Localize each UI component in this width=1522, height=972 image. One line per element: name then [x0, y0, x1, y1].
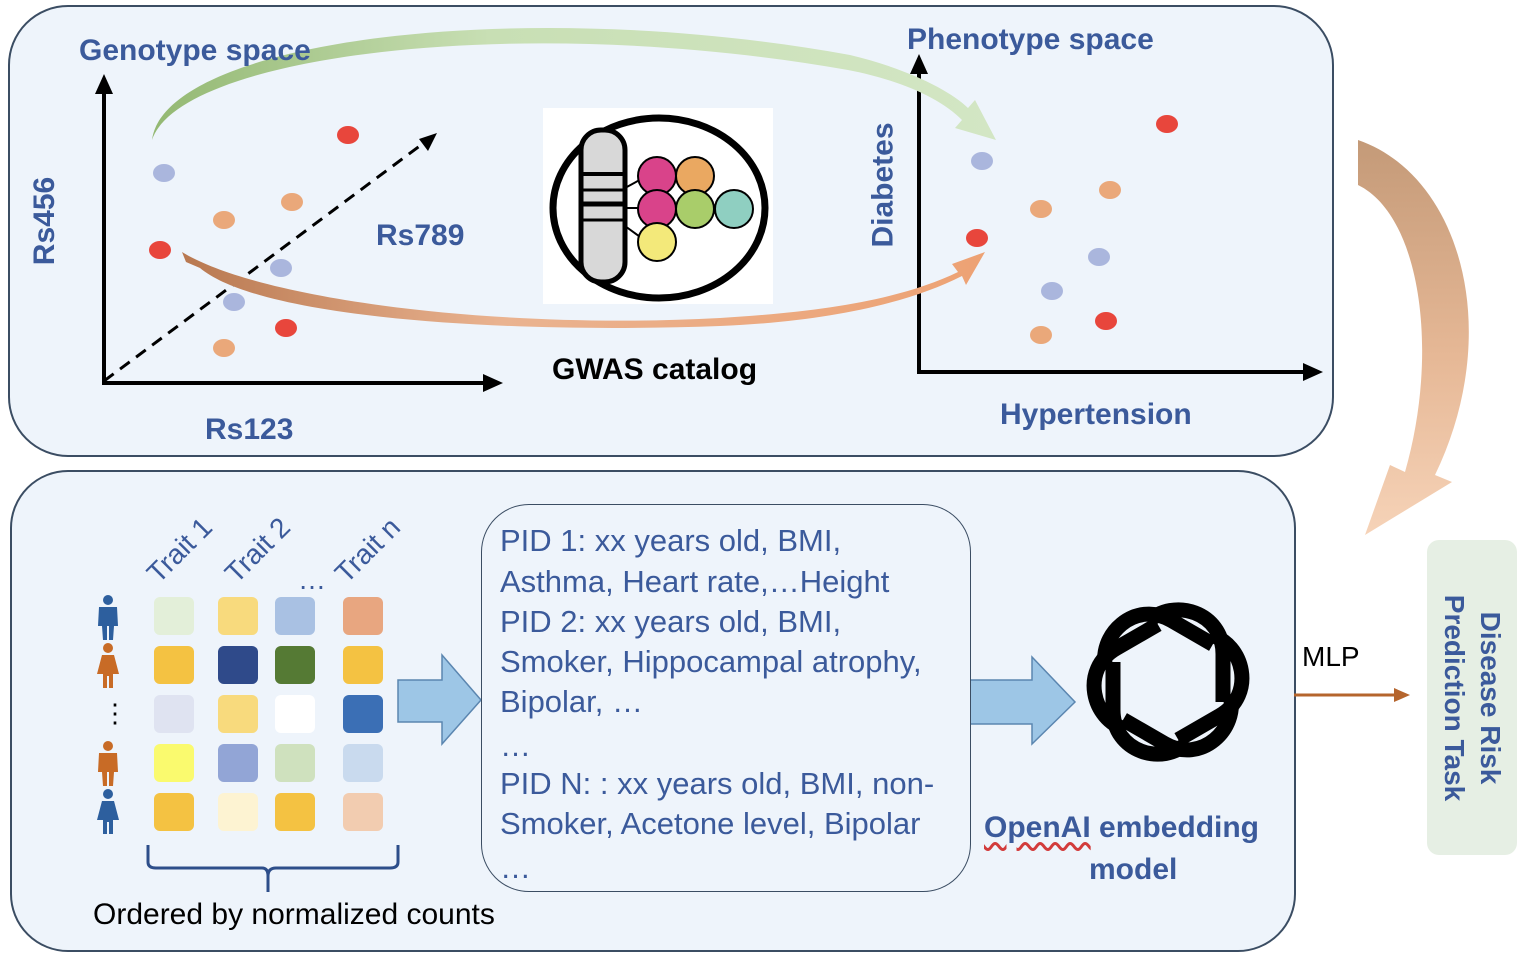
phenotype-dot — [1030, 200, 1052, 218]
pid-text-line: Smoker, Hippocampal atrophy, — [500, 644, 922, 679]
trait-cell — [343, 646, 383, 684]
genotype-dot — [270, 259, 292, 277]
trait-cell — [343, 597, 383, 635]
genotype-diagonal-arrowhead — [419, 133, 437, 151]
trait-cell — [275, 646, 315, 684]
genotype-dot — [223, 293, 245, 311]
block-arrow-to-text — [397, 652, 482, 746]
pid-text-line: PID 1: xx years old, BMI, — [500, 523, 842, 558]
pid-text-line: … — [500, 850, 531, 885]
phenotype-dot — [1156, 115, 1178, 133]
trait-cell — [218, 597, 258, 635]
genotype-to-phenotype-green-arrow — [152, 27, 996, 140]
trait-cell — [218, 695, 258, 733]
phenotype-y-arrowhead — [910, 54, 928, 74]
patient-text-box — [481, 504, 971, 892]
disease-risk-task-box — [1427, 540, 1517, 855]
person-male-icon — [98, 595, 118, 640]
genotype-y-arrowhead — [95, 74, 113, 94]
genotype-diagonal-axis — [103, 140, 426, 383]
embedding-word: embedding — [1090, 811, 1260, 844]
genotype-diagonal-label: Rs789 — [376, 219, 465, 252]
gwas-catalog-icon — [543, 108, 773, 304]
pid-text-line: PID N: : xx years old, BMI, non- — [500, 766, 935, 801]
phenotype-dot — [1030, 326, 1052, 344]
genotype-dot — [213, 339, 235, 357]
trait-cell — [154, 744, 194, 782]
openai-word: OpenAI — [984, 811, 1091, 844]
trait-cell — [275, 744, 315, 782]
phenotype-dot — [1088, 248, 1110, 266]
trait-cell — [343, 793, 383, 831]
curved-connector-arrow — [1358, 140, 1469, 535]
trait-label: … — [298, 564, 326, 595]
trait-cell — [218, 744, 258, 782]
phenotype-dot — [966, 229, 988, 247]
phenotype-space-title: Phenotype space — [907, 23, 1154, 56]
genotype-dot — [281, 193, 303, 211]
mlp-arrowhead — [1394, 688, 1410, 702]
trait-cell — [154, 695, 194, 733]
pid-text-line: … — [500, 728, 531, 763]
embedding-model-label: OpenAI embedding — [984, 813, 1259, 843]
gwas-node — [637, 222, 677, 262]
phenotype-dot — [1099, 181, 1121, 199]
genotype-to-phenotype-orange-arrow — [182, 252, 985, 328]
trait-cell — [218, 646, 258, 684]
people-ellipsis: ⋮ — [102, 698, 128, 728]
block-arrow-to-model — [967, 655, 1077, 746]
trait-cell — [343, 695, 383, 733]
task-line-2: Prediction Task — [1439, 594, 1470, 802]
pid-text-line: Bipolar, … — [500, 684, 644, 719]
genotype-dot — [275, 319, 297, 337]
gwas-node — [714, 189, 754, 229]
trait-cell — [154, 793, 194, 831]
genotype-space-title: Genotype space — [79, 34, 311, 67]
trait-cell — [275, 597, 315, 635]
pid-text-line: PID 2: xx years old, BMI, — [500, 604, 842, 639]
embedding-model-label-line2: model — [1089, 853, 1178, 886]
brace-shape — [146, 845, 400, 892]
trait-cell — [275, 695, 315, 733]
mlp-label: MLP — [1302, 641, 1360, 672]
genotype-x-label: Rs123 — [205, 413, 294, 446]
genotype-dot — [213, 211, 235, 229]
phenotype-x-arrowhead — [1303, 363, 1323, 381]
genotype-dot — [149, 241, 171, 259]
trait-cell — [154, 597, 194, 635]
trait-cell — [218, 793, 258, 831]
pid-text-line: Asthma, Heart rate,…Height — [500, 564, 890, 599]
task-line-1: Disease Risk — [1475, 611, 1506, 785]
genotype-dot — [153, 164, 175, 182]
genotype-x-arrowhead — [483, 374, 503, 392]
phenotype-dot — [1095, 312, 1117, 330]
genotype-dot — [337, 126, 359, 144]
phenotype-dot — [971, 152, 993, 170]
pid-text-line: Smoker, Acetone level, Bipolar — [500, 806, 921, 841]
ordered-by-label: Ordered by normalized counts — [93, 898, 495, 931]
person-male-icon — [98, 741, 118, 786]
phenotype-x-label: Hypertension — [1000, 398, 1192, 431]
trait-cell — [275, 793, 315, 831]
trait-cell — [154, 646, 194, 684]
trait-cell — [343, 744, 383, 782]
person-female-icon — [97, 643, 119, 688]
gwas-catalog-label: GWAS catalog — [552, 353, 758, 386]
person-female-icon — [97, 789, 119, 834]
phenotype-dot — [1041, 282, 1063, 300]
